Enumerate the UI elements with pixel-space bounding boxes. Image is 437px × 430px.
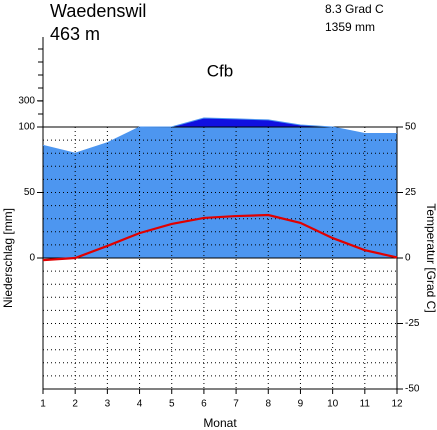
x-tick-label: 11: [360, 399, 371, 410]
annotation: 8.3 Grad C: [325, 2, 384, 16]
x-tick-label: 6: [201, 399, 207, 410]
annotation: 1359 mm: [325, 20, 375, 34]
y-tick-label: 100: [18, 122, 35, 133]
annotation: Cfb: [207, 61, 233, 80]
precip-line: [42, 117, 397, 154]
y-axis-label: Niederschlag [mm]: [1, 208, 15, 308]
x-tick-label: 4: [137, 399, 143, 410]
x-tick-label: 9: [298, 399, 304, 410]
chart-title: Waedenswil: [50, 1, 146, 21]
y-tick-label: 50: [24, 187, 36, 198]
y-tick-label: 0: [29, 253, 35, 264]
temperature-line: [42, 213, 398, 262]
y-tick-label: 300: [18, 95, 35, 106]
x-axis-label: Monat: [203, 416, 237, 430]
x-tick-label: 5: [169, 399, 175, 410]
x-tick-label: 10: [327, 399, 339, 410]
y2-tick-label: 50: [405, 122, 417, 133]
x-tick-label: 7: [233, 399, 239, 410]
y2-tick-label: 25: [405, 187, 417, 198]
x-tick-label: 8: [265, 399, 271, 410]
x-tick-label: 3: [105, 399, 111, 410]
x-tick-label: 12: [391, 399, 403, 410]
x-tick-label: 1: [40, 399, 46, 410]
y2-axis-label: Temperatur [Grad C]: [424, 203, 437, 312]
precip-excess-fill: [43, 117, 397, 127]
chart-subtitle: 463 m: [50, 24, 100, 44]
y2-tick-label: 0: [405, 253, 411, 264]
y2-tick-label: -50: [405, 384, 420, 395]
x-tick-label: 2: [72, 399, 78, 410]
y2-tick-label: -25: [405, 318, 420, 329]
